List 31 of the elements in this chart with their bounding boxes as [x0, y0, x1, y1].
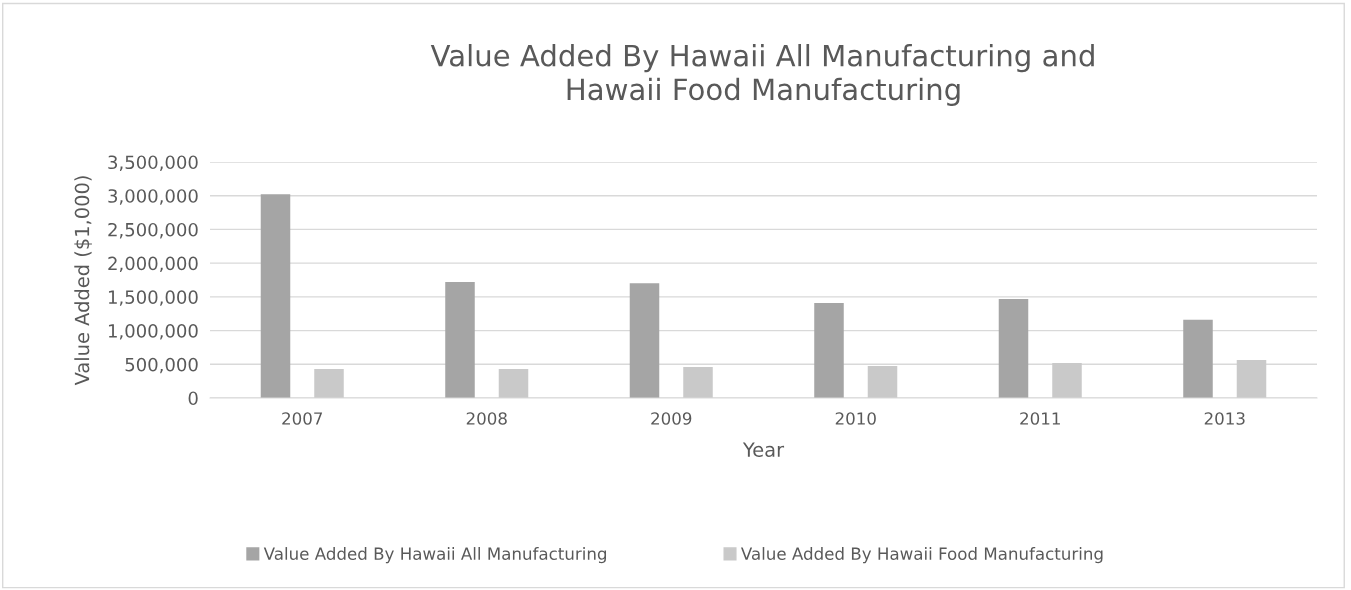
y-tick-label: 3,000,000 — [108, 189, 198, 205]
bar — [683, 366, 713, 398]
bar — [629, 283, 660, 398]
bar — [445, 282, 475, 398]
bar — [314, 369, 344, 398]
bar — [998, 298, 1029, 398]
y-tick-label: 1,500,000 — [108, 290, 198, 306]
bar — [1183, 319, 1213, 398]
bar — [498, 369, 529, 398]
x-tick-label: 2009 — [651, 412, 692, 425]
y-tick-label: 2,500,000 — [108, 222, 198, 239]
legend-label: Value Added By Hawaii All Manufacturing — [263, 547, 606, 564]
legend-label: Value Added By Hawaii Food Manufacturing — [740, 547, 1103, 564]
bar — [260, 194, 291, 398]
y-tick-label: 2,000,000 — [108, 256, 198, 273]
y-tick-label: 1,000,000 — [108, 324, 198, 340]
x-tick-label: 2010 — [835, 412, 876, 425]
bar — [814, 302, 844, 398]
y-tick-label: 500,000 — [125, 357, 198, 374]
bar — [1052, 362, 1082, 398]
x-axis-title: Year — [742, 442, 785, 457]
chart-title: Value Added By Hawaii All Manufacturing and Hawaii Food Manufacturing — [430, 44, 1094, 106]
x-tick-label: 2013 — [1204, 412, 1245, 425]
y-tick-label: 3,500,000 — [108, 155, 198, 171]
bar — [1236, 359, 1267, 398]
x-tick-label: 2011 — [1020, 412, 1060, 425]
y-axis-title: Value Added ($1,000) — [74, 176, 92, 386]
bar — [867, 365, 898, 398]
x-tick-label: 2008 — [466, 412, 507, 425]
x-tick-label: 2007 — [282, 412, 323, 425]
y-tick-label: 0 — [188, 391, 198, 406]
